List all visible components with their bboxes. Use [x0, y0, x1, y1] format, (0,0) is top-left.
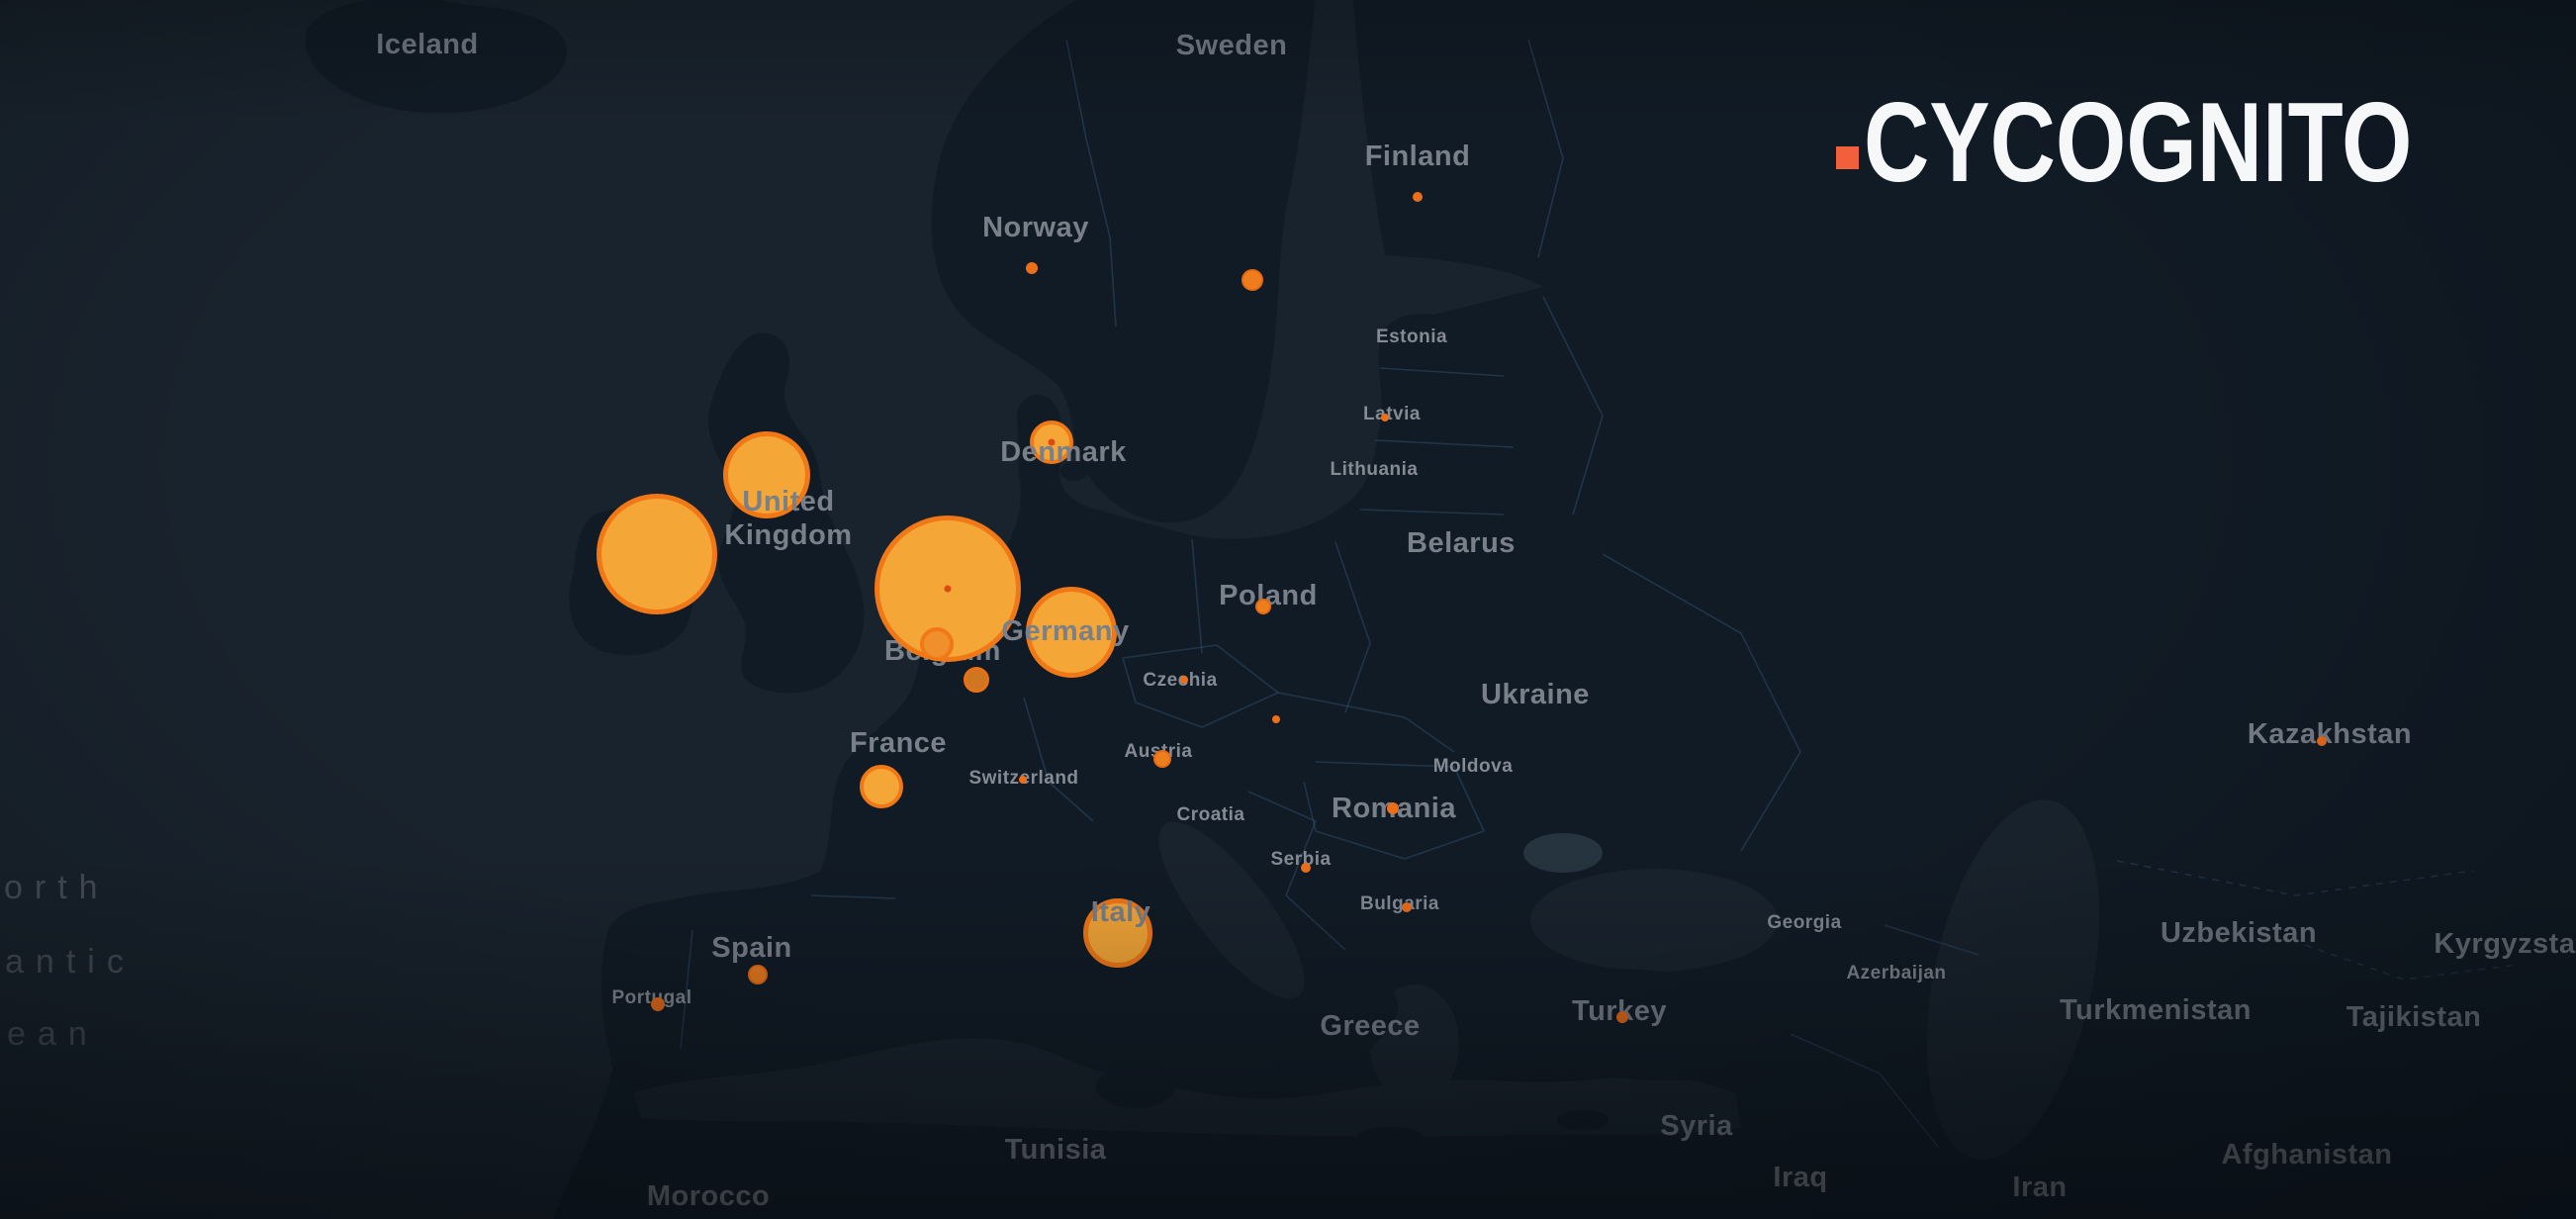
asset-bubble-oslo[interactable]: [1026, 262, 1038, 274]
asset-bubble-prague[interactable]: [1180, 676, 1188, 684]
asset-bubble-luxembourg[interactable]: [964, 667, 989, 693]
asset-bubble-madrid[interactable]: [748, 965, 768, 985]
asset-bubble-zurich[interactable]: [1019, 776, 1027, 784]
asset-bubble-bucharest[interactable]: [1387, 802, 1399, 814]
asset-bubble-warsaw[interactable]: [1255, 599, 1271, 614]
asset-bubble-belgrade[interactable]: [1301, 863, 1311, 873]
asset-bubble-riga[interactable]: [1381, 414, 1389, 422]
asset-bubble-helsinki[interactable]: [1413, 192, 1423, 202]
asset-bubble-stockholm[interactable]: [1242, 269, 1263, 291]
asset-bubble-istanbul[interactable]: [1616, 1011, 1628, 1023]
asset-bubble-lisbon[interactable]: [651, 997, 665, 1011]
asset-bubble-vienna[interactable]: [1153, 750, 1171, 768]
logo-text: CYCOGNITO: [1864, 78, 2413, 206]
asset-bubble-kazakhstan[interactable]: [2317, 736, 2327, 746]
asset-bubble-bratislava[interactable]: [1272, 715, 1280, 723]
logo-square-icon: [1836, 145, 1859, 169]
cycognito-logo: CYCOGNITO: [1836, 78, 2532, 206]
asset-bubble-sofia[interactable]: [1402, 902, 1412, 912]
